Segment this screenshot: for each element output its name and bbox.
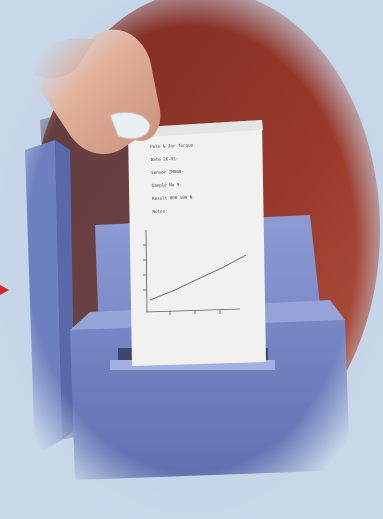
- red-arrow-icon: [0, 285, 9, 295]
- receipt-printout: Pole & Jar Torque Date 26-01- Sensor IM0…: [150, 136, 263, 230]
